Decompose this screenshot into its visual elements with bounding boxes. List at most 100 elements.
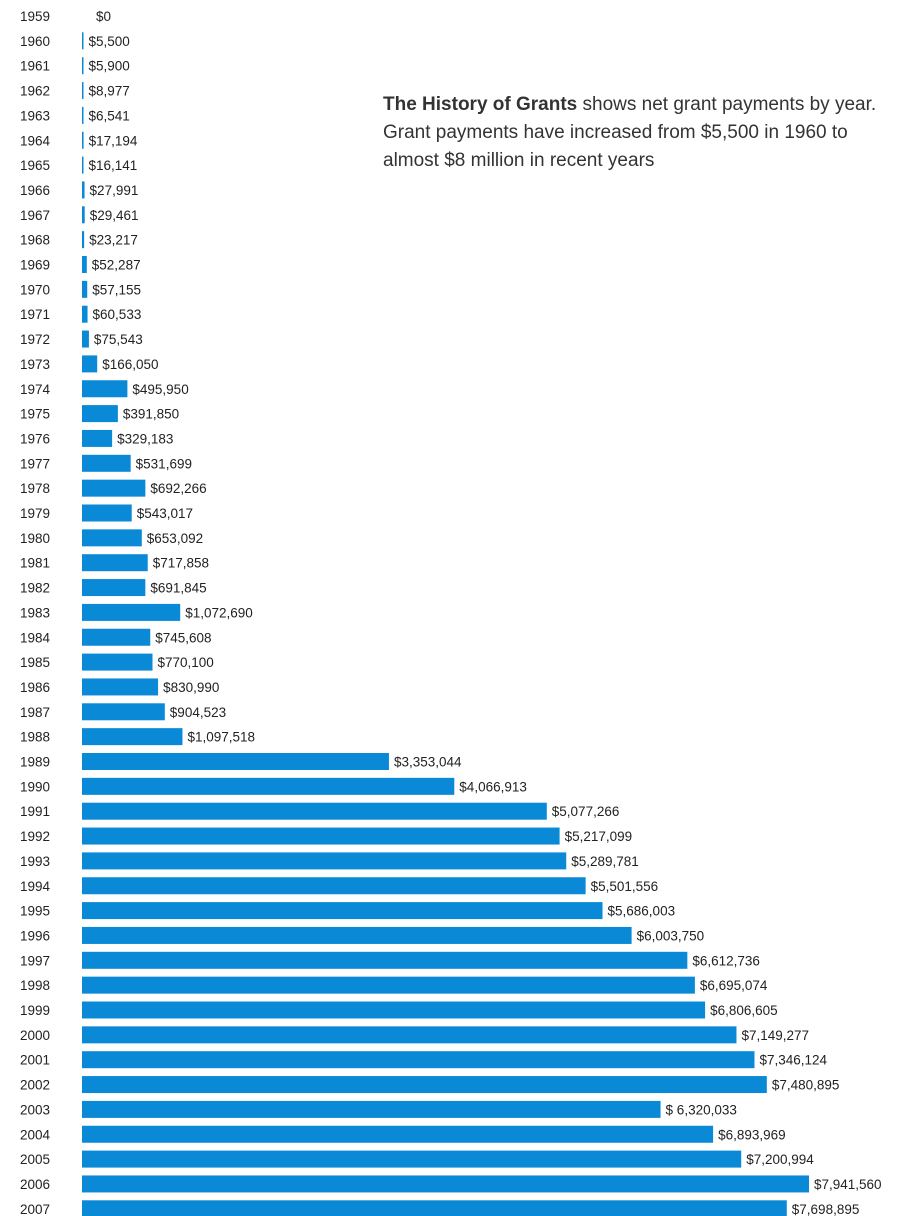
bar-1973 — [82, 355, 98, 373]
year-label-2007: 2007 — [20, 1202, 50, 1216]
year-label-1965: 1965 — [20, 158, 50, 173]
value-label-1986: $830,990 — [163, 680, 219, 695]
year-label-2003: 2003 — [20, 1102, 50, 1117]
year-label-2000: 2000 — [20, 1028, 50, 1043]
year-label-1981: 1981 — [20, 556, 50, 571]
value-label-1985: $770,100 — [158, 655, 214, 670]
value-label-1972: $75,543 — [94, 332, 143, 347]
value-label-1962: $8,977 — [89, 84, 130, 99]
bar-1972 — [82, 330, 89, 348]
value-label-1995: $5,686,003 — [608, 904, 676, 919]
bar-1997 — [82, 951, 688, 969]
value-label-1968: $23,217 — [89, 233, 138, 248]
bar-2002 — [82, 1076, 767, 1094]
value-label-1987: $904,523 — [170, 705, 226, 720]
year-label-1994: 1994 — [20, 879, 51, 894]
year-label-1991: 1991 — [20, 804, 50, 819]
year-label-1996: 1996 — [20, 928, 50, 943]
bar-2000 — [82, 1026, 737, 1044]
bar-1994 — [82, 877, 586, 895]
bar-1976 — [82, 429, 113, 447]
year-label-1993: 1993 — [20, 854, 50, 869]
value-label-1988: $1,097,518 — [187, 730, 255, 745]
value-label-1984: $745,608 — [155, 630, 211, 645]
value-label-2003: $ 6,320,033 — [666, 1102, 737, 1117]
value-label-2001: $7,346,124 — [759, 1053, 827, 1068]
bar-1985 — [82, 653, 153, 671]
value-label-1997: $6,612,736 — [692, 953, 760, 968]
year-label-1963: 1963 — [20, 108, 50, 123]
year-label-1970: 1970 — [20, 282, 50, 297]
year-label-1975: 1975 — [20, 407, 50, 422]
year-label-1972: 1972 — [20, 332, 50, 347]
value-label-1996: $6,003,750 — [637, 928, 705, 943]
year-label-1990: 1990 — [20, 779, 50, 794]
bar-1978 — [82, 479, 146, 497]
bar-1988 — [82, 728, 183, 746]
value-label-1961: $5,900 — [89, 59, 130, 74]
bar-1981 — [82, 554, 148, 572]
year-label-1978: 1978 — [20, 481, 50, 496]
value-label-1992: $5,217,099 — [565, 829, 633, 844]
value-label-1989: $3,353,044 — [394, 755, 462, 770]
value-label-1998: $6,695,074 — [700, 978, 768, 993]
bar-1990 — [82, 777, 455, 795]
bar-1964 — [82, 131, 84, 149]
year-label-1983: 1983 — [20, 605, 50, 620]
bar-1987 — [82, 703, 165, 721]
value-label-1991: $5,077,266 — [552, 804, 620, 819]
year-label-1977: 1977 — [20, 456, 50, 471]
value-label-1973: $166,050 — [102, 357, 158, 372]
value-label-1990: $4,066,913 — [459, 779, 527, 794]
value-label-1999: $6,806,605 — [710, 1003, 778, 1018]
bar-1968 — [82, 231, 85, 249]
bar-1996 — [82, 926, 632, 944]
year-label-2005: 2005 — [20, 1152, 50, 1167]
bar-1983 — [82, 603, 181, 621]
bar-1982 — [82, 579, 146, 597]
value-label-1980: $653,092 — [147, 531, 203, 546]
year-label-1992: 1992 — [20, 829, 50, 844]
value-label-1967: $29,461 — [90, 208, 139, 223]
year-label-1997: 1997 — [20, 953, 50, 968]
bar-1995 — [82, 902, 603, 920]
year-label-1959: 1959 — [20, 9, 50, 24]
year-label-1973: 1973 — [20, 357, 50, 372]
value-label-2004: $6,893,969 — [718, 1127, 786, 1142]
value-label-2000: $7,149,277 — [741, 1028, 809, 1043]
bar-1986 — [82, 678, 159, 696]
year-label-1980: 1980 — [20, 531, 50, 546]
bar-1992 — [82, 827, 560, 845]
bar-1962 — [82, 82, 84, 100]
value-label-1979: $543,017 — [137, 506, 193, 521]
value-label-2006: $7,941,560 — [814, 1177, 882, 1192]
value-label-1981: $717,858 — [153, 556, 209, 571]
year-label-1985: 1985 — [20, 655, 50, 670]
year-label-1995: 1995 — [20, 904, 50, 919]
bar-1999 — [82, 1001, 706, 1019]
value-label-1966: $27,991 — [90, 183, 139, 198]
caption-body: shows net grant payments by year. Grant … — [383, 94, 877, 171]
bar-2005 — [82, 1150, 742, 1168]
year-label-1987: 1987 — [20, 705, 50, 720]
year-label-1968: 1968 — [20, 233, 50, 248]
value-label-1976: $329,183 — [117, 431, 173, 446]
bar-1989 — [82, 753, 389, 770]
year-label-1988: 1988 — [20, 730, 50, 745]
value-label-1974: $495,950 — [132, 382, 188, 397]
value-label-1994: $5,501,556 — [591, 879, 659, 894]
value-label-1964: $17,194 — [89, 133, 138, 148]
year-label-1969: 1969 — [20, 258, 50, 273]
year-label-1999: 1999 — [20, 1003, 50, 1018]
caption-title: The History of Grants — [383, 94, 578, 115]
bar-1965 — [82, 156, 84, 174]
year-label-1982: 1982 — [20, 581, 50, 596]
value-label-1983: $1,072,690 — [185, 605, 253, 620]
year-label-1976: 1976 — [20, 431, 50, 446]
value-label-1959: $0 — [96, 9, 111, 24]
year-label-1971: 1971 — [20, 307, 50, 322]
chart-caption: The History of Grants shows net grant pa… — [383, 91, 903, 175]
year-label-2006: 2006 — [20, 1177, 50, 1192]
year-label-1989: 1989 — [20, 755, 50, 770]
